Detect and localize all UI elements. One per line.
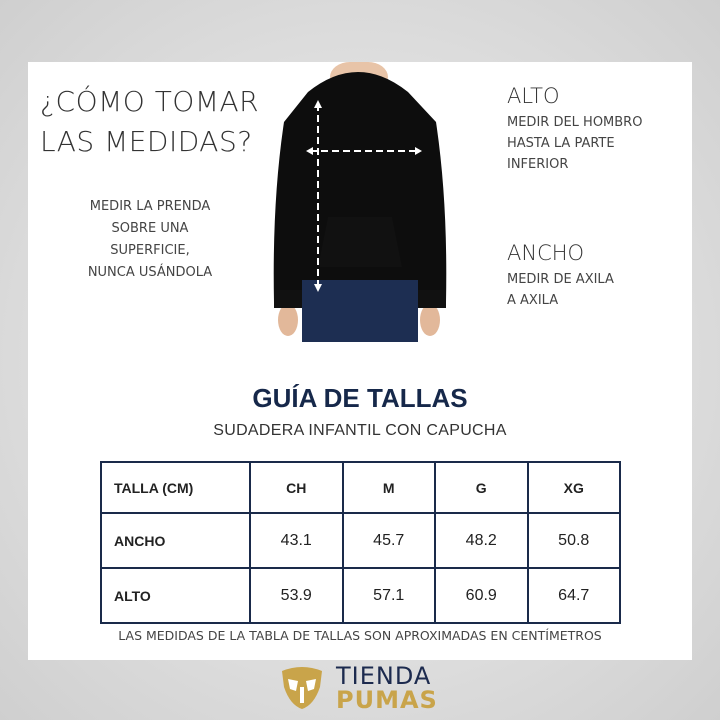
ancho-title: ANCHO xyxy=(507,241,585,265)
table-cell: 60.9 xyxy=(434,567,529,624)
alto-measure-arrow xyxy=(314,100,322,292)
header-cell: CH xyxy=(249,461,344,514)
alto-desc: MEDIR DEL HOMBRO HASTA LA PARTE INFERIOR xyxy=(507,115,643,172)
table-cell: 64.7 xyxy=(526,567,621,624)
header-cell: TALLA (CM) xyxy=(100,461,251,514)
ancho-desc: MEDIR DE AXILA A AXILA xyxy=(507,272,614,308)
header-cell: G xyxy=(434,461,529,514)
logo-text-tienda: TIENDA xyxy=(336,662,432,690)
table-cell: 45.7 xyxy=(341,512,436,569)
hoodie-image xyxy=(273,62,447,342)
size-table: TALLA (CM) CH M G XG ANCHO 43.1 45.7 48.… xyxy=(100,461,621,624)
tienda-pumas-logo: TIENDA PUMAS xyxy=(278,664,438,712)
ancho-info: ANCHO MEDIR DE AXILA A AXILA xyxy=(507,241,614,311)
footnote: LAS MEDIDAS DE LA TABLA DE TALLAS SON AP… xyxy=(118,628,602,643)
alto-info: ALTO MEDIR DEL HOMBRO HASTA LA PARTE INF… xyxy=(507,84,642,175)
ancho-measure-arrow xyxy=(306,147,422,155)
table-cell: 48.2 xyxy=(434,512,529,569)
puma-crest-icon xyxy=(282,667,322,709)
row-label: ANCHO xyxy=(100,512,251,569)
guide-title: GUÍA DE TALLAS xyxy=(252,383,468,413)
alto-title: ALTO xyxy=(507,84,560,108)
table-header-row: TALLA (CM) CH M G XG xyxy=(100,461,621,514)
table-cell: 43.1 xyxy=(249,512,344,569)
table-cell: 57.1 xyxy=(341,567,436,624)
guide-subtitle: SUDADERA INFANTIL CON CAPUCHA xyxy=(213,422,507,439)
table-row: ANCHO 43.1 45.7 48.2 50.8 xyxy=(100,512,621,569)
measure-note: MEDIR LA PRENDA SOBRE UNA SUPERFICIE, NU… xyxy=(87,199,213,280)
table-cell: 53.9 xyxy=(249,567,344,624)
header-cell: XG xyxy=(526,461,621,514)
header-cell: M xyxy=(341,461,436,514)
heading-how-to-measure: ¿CÓMO TOMAR LAS MEDIDAS? xyxy=(40,85,260,158)
row-label: ALTO xyxy=(100,567,251,624)
table-row: ALTO 53.9 57.1 60.9 64.7 xyxy=(100,567,621,624)
table-cell: 50.8 xyxy=(526,512,621,569)
logo-text-pumas: PUMAS xyxy=(336,686,438,714)
